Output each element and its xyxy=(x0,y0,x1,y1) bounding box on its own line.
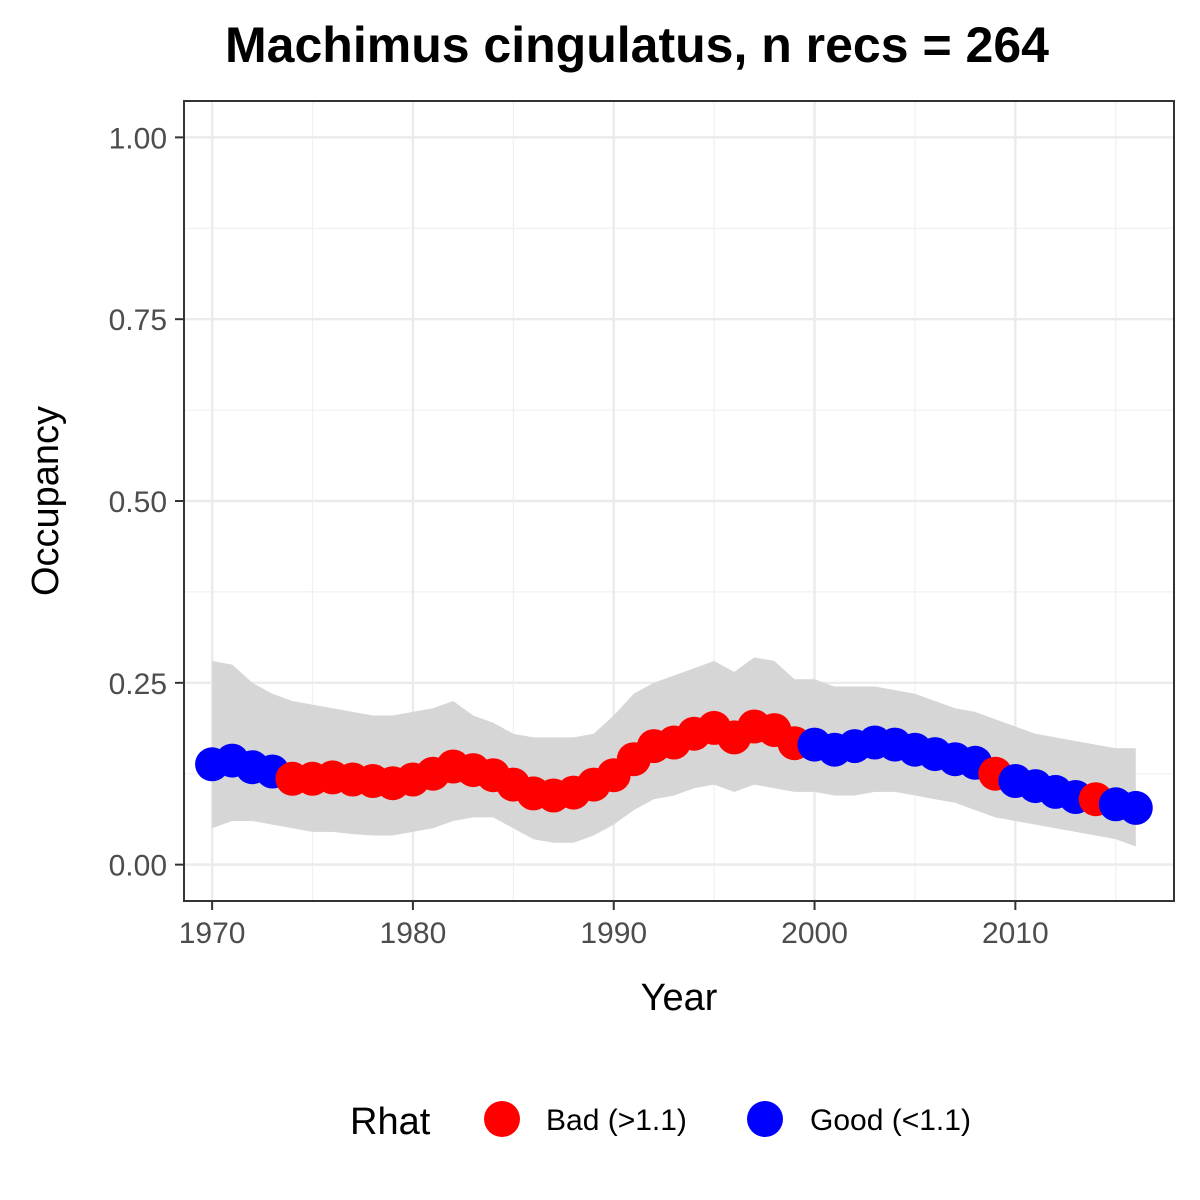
y-tick-label: 0.25 xyxy=(109,668,167,701)
x-tick-label: 1970 xyxy=(179,917,246,950)
y-tick-label: 0.75 xyxy=(109,304,167,337)
x-tick-label: 1980 xyxy=(380,917,447,950)
legend-key-good xyxy=(747,1101,783,1137)
y-axis-title: Occupancy xyxy=(25,406,67,596)
chart-title: Machimus cingulatus, n recs = 264 xyxy=(225,17,1049,73)
x-tick-label: 2000 xyxy=(781,917,848,950)
x-axis: 1970 1980 1990 2000 2010 xyxy=(179,901,1049,950)
y-tick-label: 0.50 xyxy=(109,486,167,519)
x-tick-label: 1990 xyxy=(580,917,647,950)
x-axis-title: Year xyxy=(641,977,718,1019)
legend-label-bad: Bad (>1.1) xyxy=(546,1104,687,1137)
point-good-rhat xyxy=(1118,790,1153,825)
y-tick-label: 0.00 xyxy=(109,850,167,883)
legend-label-good: Good (<1.1) xyxy=(810,1104,971,1137)
x-tick-label: 2010 xyxy=(982,917,1049,950)
y-tick-label: 1.00 xyxy=(109,122,167,155)
legend: Rhat Bad (>1.1) Good (<1.1) xyxy=(350,1101,971,1143)
legend-title: Rhat xyxy=(350,1101,431,1143)
legend-key-bad xyxy=(484,1101,520,1137)
y-axis: 0.00 0.25 0.50 0.75 1.00 xyxy=(109,122,184,883)
occupancy-points xyxy=(195,709,1153,825)
